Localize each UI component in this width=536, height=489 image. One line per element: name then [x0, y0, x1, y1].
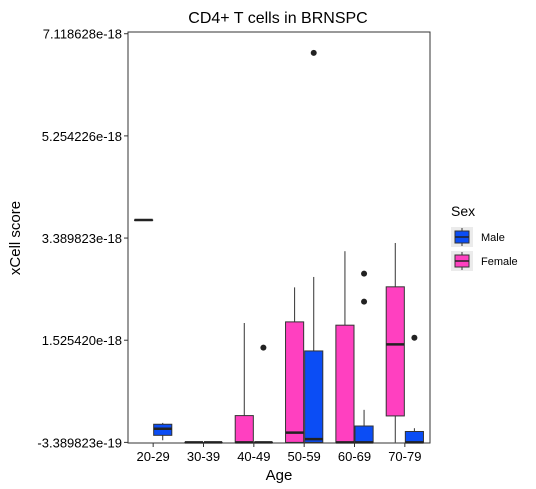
- y-tick-label: 5.254226e-18: [42, 129, 122, 144]
- chart-title: CD4+ T cells in BRNSPC: [188, 10, 367, 27]
- y-tick-label: 1.525420e-18: [42, 333, 122, 348]
- box-body: [285, 321, 305, 443]
- x-tick-label: 40-49: [237, 449, 270, 464]
- y-axis-title: xCell score: [7, 201, 24, 275]
- x-tick-label: 60-69: [338, 449, 371, 464]
- outlier-point: [361, 270, 368, 277]
- legend-label: Male: [481, 232, 505, 244]
- x-axis-title: Age: [266, 467, 293, 484]
- box-male-70-79: [404, 334, 424, 444]
- outlier-point: [361, 298, 368, 305]
- y-tick-label: 7.118628e-18: [43, 27, 122, 42]
- y-tick-label: 3.389823e-18: [42, 231, 122, 246]
- box-female-40-49: [234, 322, 254, 444]
- box-body: [354, 425, 374, 443]
- legend: Sex Male Female: [451, 203, 518, 271]
- legend-entry-female: Female: [451, 251, 518, 271]
- legend-label: Female: [481, 256, 518, 268]
- box-male-50-59: [304, 49, 324, 443]
- outlier-point: [310, 49, 317, 56]
- box-body: [335, 324, 355, 443]
- box-male-60-69: [354, 270, 374, 444]
- x-tick-label: 70-79: [388, 449, 421, 464]
- outlier-point: [260, 344, 267, 351]
- box-female-70-79: [385, 242, 405, 443]
- box-male-40-49: [253, 344, 273, 444]
- x-tick-label: 20-29: [137, 449, 170, 464]
- outlier-point: [411, 334, 418, 341]
- x-tick-label: 30-39: [187, 449, 220, 464]
- box-female-20-29: [134, 218, 154, 222]
- box-series: [134, 49, 424, 444]
- x-axis: 20-29 30-39 40-49 50-59 60-69 70-79: [137, 443, 421, 464]
- box-male-20-29: [153, 422, 173, 441]
- box-female-50-59: [285, 287, 305, 443]
- box-male-30-39: [203, 441, 223, 444]
- y-tick-label: -3.389823e-19: [37, 435, 122, 450]
- box-female-30-39: [184, 441, 204, 444]
- y-axis: -3.389823e-19 1.525420e-18 3.389823e-18 5.2…: [37, 27, 128, 450]
- plot-panel: [127, 31, 431, 444]
- box-body: [234, 415, 254, 443]
- box-body: [404, 430, 424, 443]
- box-body: [304, 350, 324, 443]
- box-female-60-69: [335, 251, 355, 444]
- legend-title: Sex: [451, 203, 475, 219]
- legend-entry-male: Male: [451, 227, 505, 247]
- box-body: [385, 286, 405, 417]
- x-tick-label: 50-59: [288, 449, 321, 464]
